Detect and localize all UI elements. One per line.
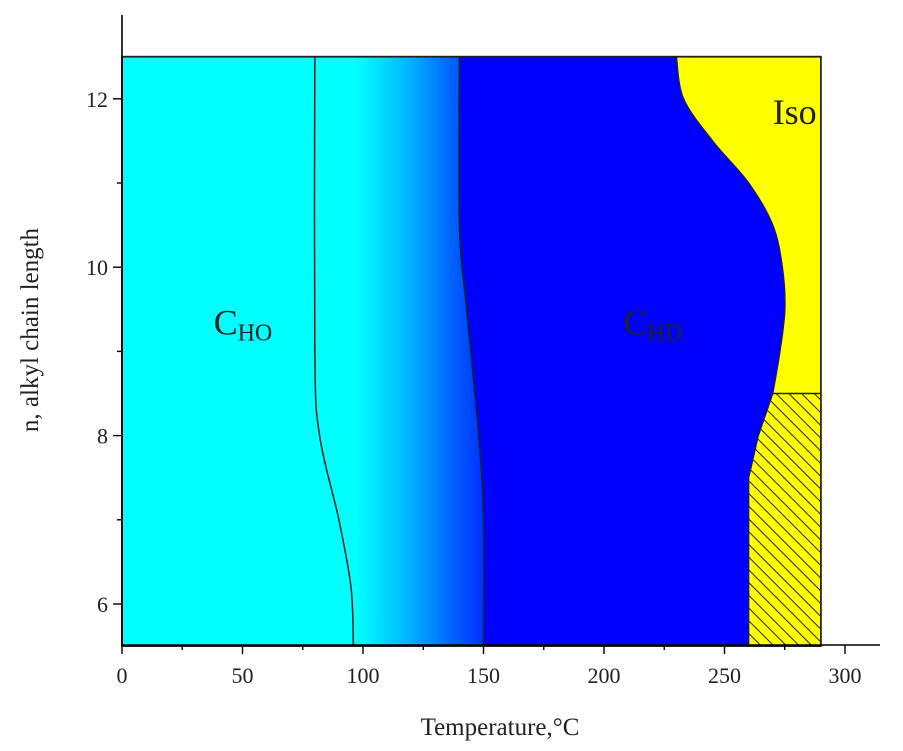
iso-region [676,56,821,394]
plot-regions [122,56,821,647]
region-label-2: Iso [773,92,817,132]
y-tick-label: 6 [97,592,108,617]
x-tick-label: 0 [117,663,128,688]
y-ticks: 6 8 10 12 [86,87,122,617]
x-tick-label: 50 [232,663,254,688]
hatched-region [748,393,821,647]
x-ticks: 0 50 100 150 200 250 300 [117,645,862,688]
region-labels: CHO CHD Iso [214,92,817,347]
y-tick-label: 8 [97,424,108,449]
y-tick-label: 12 [86,87,108,112]
x-tick-label: 250 [708,663,741,688]
boundary-gradient-chd [458,56,485,647]
transition-gradient-region [314,56,484,647]
y-tick-label: 10 [86,255,108,280]
x-axis-title: Temperature,°C [421,714,580,741]
axes: 0 50 100 150 200 250 300 6 8 10 12 Temperature,°C… [17,15,880,741]
region-label-1: CHD [623,303,682,347]
region-label-0: CHO [214,303,273,347]
x-tick-label: 150 [467,663,500,688]
y-axis-title: n, alkyl chain length [17,227,44,432]
chd-region [458,56,785,647]
boundary-hatched [747,392,821,647]
x-tick-label: 100 [347,663,380,688]
boundary-chd-iso [675,56,786,394]
x-tick-label: 200 [588,663,621,688]
x-tick-label: 300 [829,663,862,688]
boundary-cho-gradient [313,56,355,647]
